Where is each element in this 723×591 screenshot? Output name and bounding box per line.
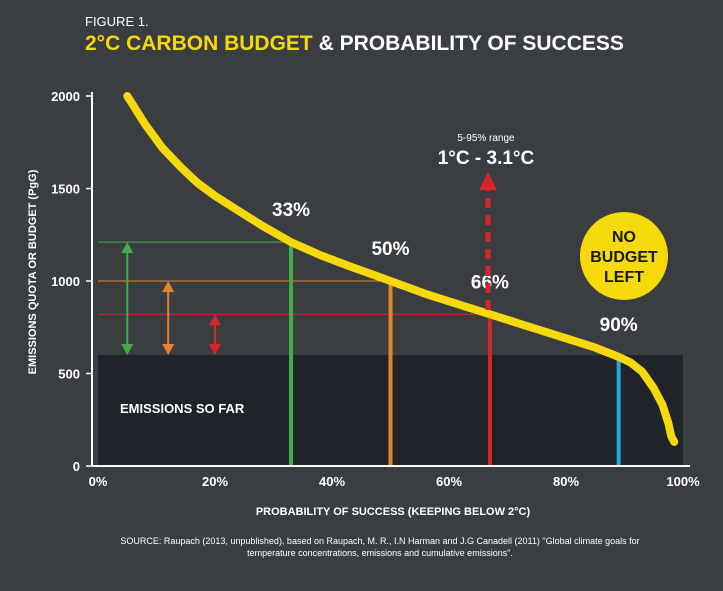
arrow-head-top-1: [162, 281, 175, 292]
badge-line-1: NO: [612, 229, 636, 246]
figure-label: FIGURE 1.: [85, 14, 149, 29]
emissions-so-far-label: EMISSIONS SO FAR: [120, 401, 245, 416]
y-tick-label-500: 500: [58, 367, 80, 382]
x-tick-label-80: 80%: [553, 474, 579, 489]
chart-title-highlight: 2°C CARBON BUDGET: [85, 32, 313, 55]
y-tick-label-0: 0: [73, 459, 80, 474]
probability-labels: 33% 50% 66% 90%: [272, 200, 638, 336]
budget-curve: [123, 92, 679, 446]
x-tick-label-0: 0%: [89, 474, 108, 489]
source-line-2: temperature concentrations, emissions an…: [247, 548, 513, 558]
badge-line-2: BUDGET: [590, 249, 658, 266]
arrow-head-top-0: [121, 242, 134, 254]
probability-label-66pct: 66%: [471, 272, 509, 293]
warming-range-arrowhead: [479, 172, 497, 190]
y-tick-label-1500: 1500: [51, 182, 80, 197]
no-budget-left-badge: NO BUDGET LEFT: [580, 212, 668, 300]
y-tick-label-1000: 1000: [51, 274, 80, 289]
probability-label-90pct: 90%: [600, 315, 638, 336]
x-tick-label-60: 60%: [436, 474, 462, 489]
warming-range-annotation: 5-95% range 1°C - 3.1°C: [438, 133, 535, 310]
probability-label-50pct: 50%: [371, 239, 409, 260]
x-tick-label-20: 20%: [202, 474, 228, 489]
chart-title-rest: & PROBABILITY OF SUCCESS: [313, 32, 624, 55]
x-axis-title: PROBABILITY OF SUCCESS (KEEPING BELOW 2°…: [256, 506, 531, 518]
no-budget-left-circle: [580, 212, 668, 300]
probability-label-33pct: 33%: [272, 200, 310, 221]
y-axis-title: EMISSIONS QUOTA OR BUDGET (PgG): [27, 169, 39, 374]
remaining-budget-arrows: [121, 242, 221, 355]
arrow-head-bottom-1: [162, 344, 175, 355]
arrow-head-bottom-0: [121, 344, 134, 355]
chart-title: 2°C CARBON BUDGET & PROBABILITY OF SUCCE…: [85, 32, 624, 55]
probability-markers: [289, 242, 621, 466]
x-tick-label-100: 100%: [666, 474, 700, 489]
warming-range-small-label: 5-95% range: [457, 133, 515, 144]
badge-line-3: LEFT: [604, 269, 644, 286]
arrow-head-top-2: [209, 314, 221, 326]
warming-range-label: 1°C - 3.1°C: [438, 148, 535, 169]
source-line-1: SOURCE: Raupach (2013, unpublished), bas…: [120, 536, 639, 546]
arrow-head-bottom-2: [209, 344, 221, 355]
y-axis-ticks: 0 500 1000 1500 2000: [51, 89, 92, 474]
x-tick-label-40: 40%: [319, 474, 345, 489]
y-tick-label-2000: 2000: [51, 89, 80, 104]
budget-guide-lines: [98, 241, 490, 315]
x-axis-ticks: 0% 20% 40% 60% 80% 100%: [89, 474, 700, 489]
